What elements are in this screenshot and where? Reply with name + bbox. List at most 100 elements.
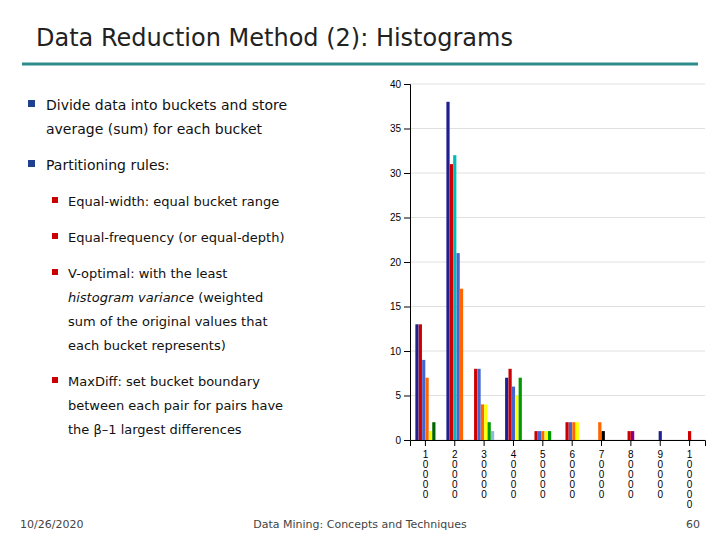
bar — [519, 378, 522, 440]
annotation: between each pair for pairs have — [68, 398, 283, 413]
annotation: Equal-frequency (or equal-depth) — [68, 230, 284, 245]
y-tick: 25 — [390, 212, 410, 223]
bar — [491, 431, 494, 440]
annotation: each bucket represents) — [68, 338, 226, 353]
x-axis-line — [411, 441, 706, 447]
y-tick-label: 0 — [395, 435, 401, 446]
bar — [422, 360, 425, 440]
x-tick-label: 70000 — [599, 449, 605, 500]
x-tick: 70000 — [599, 440, 605, 500]
annotation: MaxDiff: set bucket boundary — [68, 374, 260, 389]
y-tick-mark — [404, 307, 410, 308]
x-tick: 20000 — [452, 440, 458, 500]
bullet — [52, 269, 58, 275]
x-tick-label: 80000 — [628, 449, 634, 500]
bar — [484, 404, 487, 440]
annotation: the β–1 largest differences — [68, 422, 242, 437]
bar — [538, 431, 541, 440]
annotation: Equal-width: equal bucket range — [68, 194, 279, 209]
bar — [446, 102, 449, 440]
bar — [688, 431, 691, 440]
footer: 10/26/2020 — [20, 518, 83, 531]
y-tick-mark — [404, 218, 410, 219]
bar — [602, 431, 605, 440]
chart: 0510152025303540100002000030000400005000… — [390, 79, 706, 510]
bar — [453, 155, 456, 440]
bar — [598, 422, 601, 440]
bar — [572, 422, 575, 440]
y-tick: 35 — [390, 123, 410, 134]
bullet — [28, 100, 35, 107]
y-tick-label: 30 — [390, 168, 402, 179]
grid-line — [410, 128, 705, 129]
y-tick: 15 — [390, 301, 410, 312]
y-tick-mark — [404, 262, 410, 263]
bars — [415, 102, 691, 440]
bar — [432, 422, 435, 440]
title: Data Reduction Method (2): Histograms — [36, 24, 513, 52]
y-tick-label: 40 — [390, 79, 402, 90]
bar — [429, 431, 432, 440]
x-tick-label: 30000 — [481, 449, 487, 500]
y-tick: 20 — [390, 257, 410, 268]
annotation: V-optimal: with the least — [68, 266, 227, 281]
y-tick-label: 10 — [390, 346, 402, 357]
bar — [659, 431, 662, 440]
bar — [474, 369, 477, 440]
bar — [415, 324, 418, 440]
y-tick: 30 — [390, 168, 410, 179]
bar — [545, 431, 548, 440]
annotation: sum of the original values that — [68, 314, 267, 329]
x-tick-mark — [542, 440, 543, 446]
x-tick: 60000 — [569, 440, 575, 500]
bar — [534, 431, 537, 440]
slide: Data Reduction Method (2): Histograms Div… — [0, 0, 720, 540]
bar — [450, 164, 453, 440]
bar — [631, 431, 634, 440]
bar — [460, 289, 463, 440]
x-tick-label: 60000 — [569, 449, 575, 500]
footer: Data Mining: Concepts and Techniques — [253, 518, 467, 531]
bar — [505, 378, 508, 440]
bar — [488, 422, 491, 440]
x-tick-mark — [689, 440, 690, 446]
annotation: Partitioning rules: — [46, 157, 170, 173]
bar — [477, 369, 480, 440]
bar — [576, 422, 579, 440]
bar — [565, 422, 568, 440]
x-tick-label: 50000 — [540, 449, 546, 500]
y-tick-label: 5 — [395, 390, 401, 401]
y-tick-mark — [404, 84, 410, 85]
annotation: histogram variance — [68, 290, 194, 305]
y-tick: 40 — [390, 79, 410, 90]
annotation: Divide data into buckets and store — [46, 97, 287, 113]
y-tick-mark — [404, 351, 410, 352]
y-tick-mark — [404, 173, 410, 174]
bullet — [52, 233, 58, 239]
x-tick: 80000 — [628, 440, 634, 500]
y-axis: 0 5 10 15 20 25 30 35 40 — [390, 79, 411, 446]
bar — [512, 387, 515, 440]
x-tick-label: 40000 — [511, 449, 517, 500]
x-tick-mark — [660, 440, 661, 446]
y-tick-label: 15 — [390, 301, 402, 312]
y-tick-mark — [404, 396, 410, 397]
bar — [548, 431, 551, 440]
x-tick: 30000 — [481, 440, 487, 500]
title-rule — [22, 63, 698, 66]
x-tick: 50000 — [540, 440, 546, 500]
y-tick-label: 25 — [390, 212, 402, 223]
bullet — [28, 160, 35, 167]
x-tick-mark — [425, 440, 426, 446]
bar — [628, 431, 631, 440]
bar — [457, 253, 460, 440]
y-tick-label: 20 — [390, 257, 402, 268]
bar — [508, 369, 511, 440]
y-tick: 10 — [390, 346, 410, 357]
x-tick-label: 100000 — [687, 449, 693, 510]
bar — [515, 396, 518, 441]
bar — [481, 404, 484, 440]
x-tick: 40000 — [511, 440, 517, 500]
footer: 60 — [686, 518, 700, 531]
x-axis: 1000020000300004000050000600007000080000… — [411, 440, 706, 510]
